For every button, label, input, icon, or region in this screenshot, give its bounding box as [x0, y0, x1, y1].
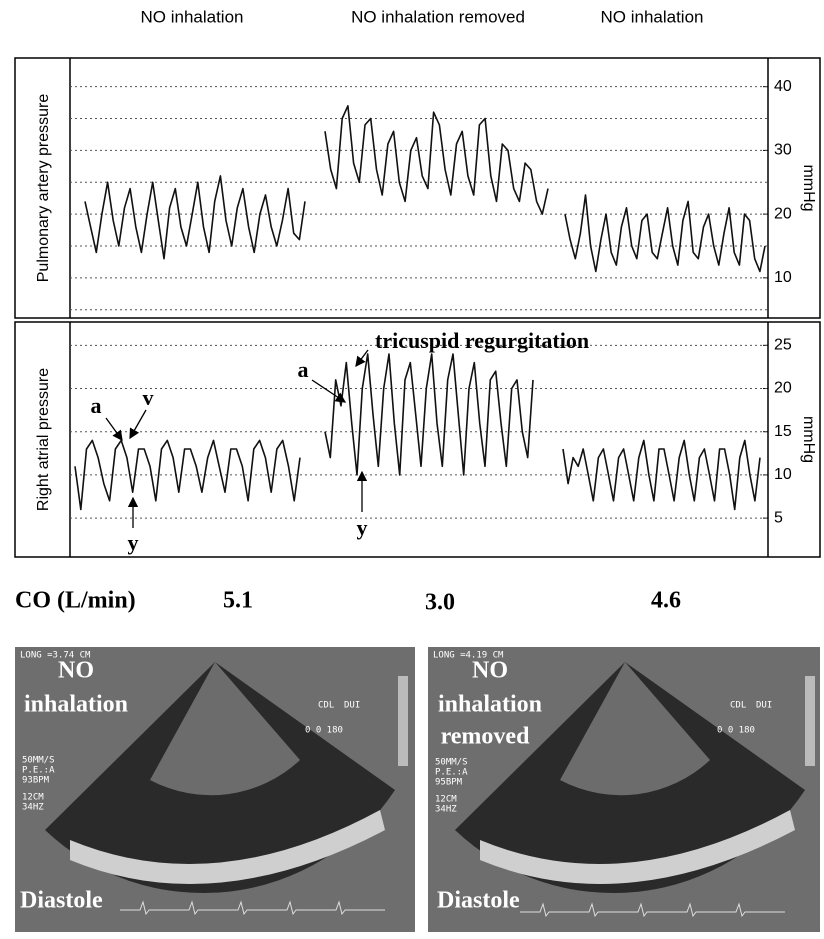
echo-measure: LONG =4.19 CM [433, 651, 504, 661]
echo-label: inhalation [24, 692, 128, 718]
y-tick-label: 20 [774, 205, 792, 222]
echo-label: inhalation [438, 692, 542, 718]
co-value: 3.0 [425, 590, 455, 616]
y-tick-label: 20 [774, 380, 792, 397]
condition-label: NO inhalation [600, 7, 703, 26]
echo-label: removed [441, 724, 531, 750]
echo-tissue [480, 810, 795, 884]
annotation-arrow [355, 349, 369, 368]
echo-panel: LONG =4.19 CM NO inhalation removed CDL … [428, 647, 820, 932]
echo-phase: Diastole [437, 888, 520, 914]
echo-setting: P.E.:A [22, 766, 55, 776]
condition-label: NO inhalation [140, 7, 243, 26]
y-tick-label: 40 [774, 78, 792, 95]
echo-label: NO [58, 658, 94, 684]
echo-range: 0 0 180 [717, 726, 755, 736]
echo-scale [805, 676, 815, 766]
ecg-trace [120, 900, 385, 916]
condition-label: NO inhalation removed [351, 7, 525, 26]
echo-setting: 95BPM [435, 778, 463, 788]
y-tick-label: 5 [774, 509, 783, 526]
co-value: 4.6 [651, 588, 681, 614]
y-axis-label: Pulmonary artery pressure [35, 94, 52, 283]
pressure-trace [324, 353, 534, 476]
chart-frame [14, 57, 821, 319]
y-tick-label: 10 [774, 269, 792, 286]
echo-depth: 34HZ [22, 803, 44, 813]
y-axis-label: Right atrial pressure [35, 368, 52, 511]
y2-axis-label: mmHg [800, 416, 817, 463]
echo-mode: DUI [344, 701, 360, 711]
echo-setting: 93BPM [22, 776, 50, 786]
y-tick-label: 25 [774, 337, 792, 354]
annotation: a [298, 357, 309, 382]
ecg-trace [520, 902, 785, 918]
echo-cdl: CDL [318, 701, 334, 711]
echo-cdl: CDL [730, 701, 746, 711]
y-tick-label: 15 [774, 423, 792, 440]
echo-measure: LONG =3.74 CM [20, 651, 91, 661]
annotation: y [357, 515, 368, 540]
annotation: y [128, 530, 139, 555]
echo-tissue [150, 662, 300, 796]
annotation: tricuspid regurgitation [375, 328, 589, 353]
annotation: a [91, 393, 102, 418]
echo-depth: 34HZ [435, 805, 457, 815]
co-value: 5.1 [223, 588, 253, 614]
annotation-arrow [311, 379, 347, 403]
echo-tissue [70, 810, 385, 884]
echo-tissue [560, 662, 710, 796]
y-tick-label: 10 [774, 466, 792, 483]
echo-setting: 50MM/S [435, 758, 468, 768]
echo-depth: 12CM [22, 793, 44, 803]
echo-panel: LONG =3.74 CM NO inhalation CDL DUI 0 0 … [15, 647, 415, 932]
co-label: CO (L/min) [15, 588, 136, 614]
echo-setting: 50MM/S [22, 756, 55, 766]
pressure-trace [562, 439, 761, 511]
annotation-arrow [105, 417, 123, 442]
echo-setting: P.E.:A [435, 768, 468, 778]
chart-frame [14, 321, 821, 558]
pressure-trace [564, 194, 766, 273]
annotation-arrow [129, 409, 147, 440]
echo-phase: Diastole [20, 888, 103, 914]
pressure-trace [324, 105, 549, 215]
echo-scale [398, 676, 408, 766]
echo-mode: DUI [756, 701, 772, 711]
y2-axis-label: mmHg [800, 164, 817, 211]
echo-label: NO [472, 658, 508, 684]
echo-depth: 12CM [435, 795, 457, 805]
echo-range: 0 0 180 [305, 726, 343, 736]
pressure-trace [74, 439, 301, 511]
y-tick-label: 30 [774, 142, 792, 159]
pressure-trace [84, 175, 306, 260]
annotation: v [143, 385, 154, 410]
